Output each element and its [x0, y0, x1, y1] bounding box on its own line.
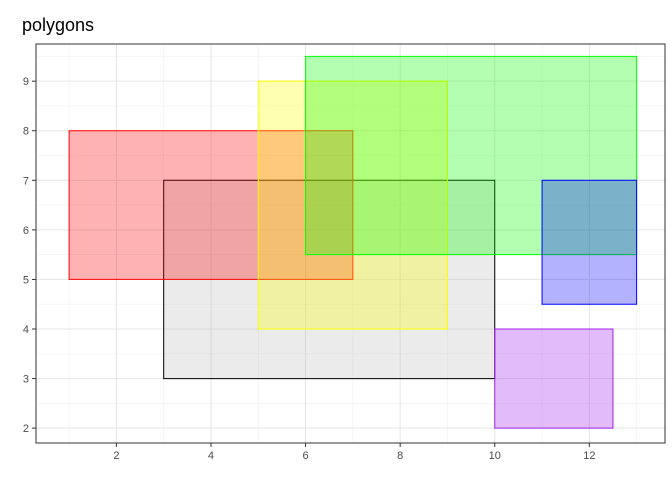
- polygon-5: [541, 179, 638, 305]
- chart-title: polygons: [22, 15, 95, 35]
- y-tick-label: 9: [23, 76, 29, 88]
- y-tick-label: 4: [23, 324, 29, 336]
- shape-layer: [68, 55, 638, 429]
- x-tick-label: 12: [583, 450, 595, 462]
- x-tick-label: 4: [208, 450, 214, 462]
- y-tick-label: 3: [23, 374, 29, 386]
- axis-layer: 2 4 6 8 10 12 2 3 4 5 6 7 8 9: [23, 43, 666, 462]
- y-tick-label: 8: [23, 126, 29, 138]
- x-tick-label: 10: [489, 450, 501, 462]
- y-tick-label: 5: [23, 274, 29, 286]
- x-tick-label: 2: [113, 450, 119, 462]
- y-tick-label: 2: [23, 423, 29, 435]
- panel-border: [35, 43, 666, 444]
- y-tick-label: 6: [23, 225, 29, 237]
- polygon-4: [305, 55, 638, 256]
- x-tick-label: 6: [303, 450, 309, 462]
- x-tick-label: 8: [397, 450, 403, 462]
- y-tick-label: 7: [23, 175, 29, 187]
- polygon-6: [494, 328, 614, 429]
